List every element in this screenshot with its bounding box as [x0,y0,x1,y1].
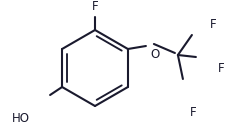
Text: F: F [91,0,98,13]
Text: HO: HO [12,112,30,124]
Text: O: O [150,47,159,61]
Text: F: F [217,61,224,75]
Text: F: F [209,18,216,30]
Text: F: F [189,106,195,119]
